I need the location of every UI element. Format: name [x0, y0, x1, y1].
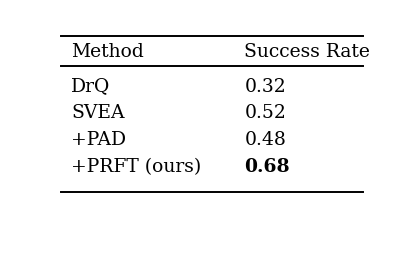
Text: Success Rate: Success Rate [244, 43, 369, 61]
Text: DrQ: DrQ [71, 78, 110, 95]
Text: Method: Method [71, 43, 143, 61]
Text: 0.32: 0.32 [244, 78, 285, 95]
Text: +PAD: +PAD [71, 131, 126, 149]
Text: SVEA: SVEA [71, 104, 124, 122]
Text: 0.48: 0.48 [244, 131, 285, 149]
Text: 0.68: 0.68 [244, 158, 289, 176]
Text: +PRFT (ours): +PRFT (ours) [71, 158, 201, 176]
Text: 0.52: 0.52 [244, 104, 285, 122]
